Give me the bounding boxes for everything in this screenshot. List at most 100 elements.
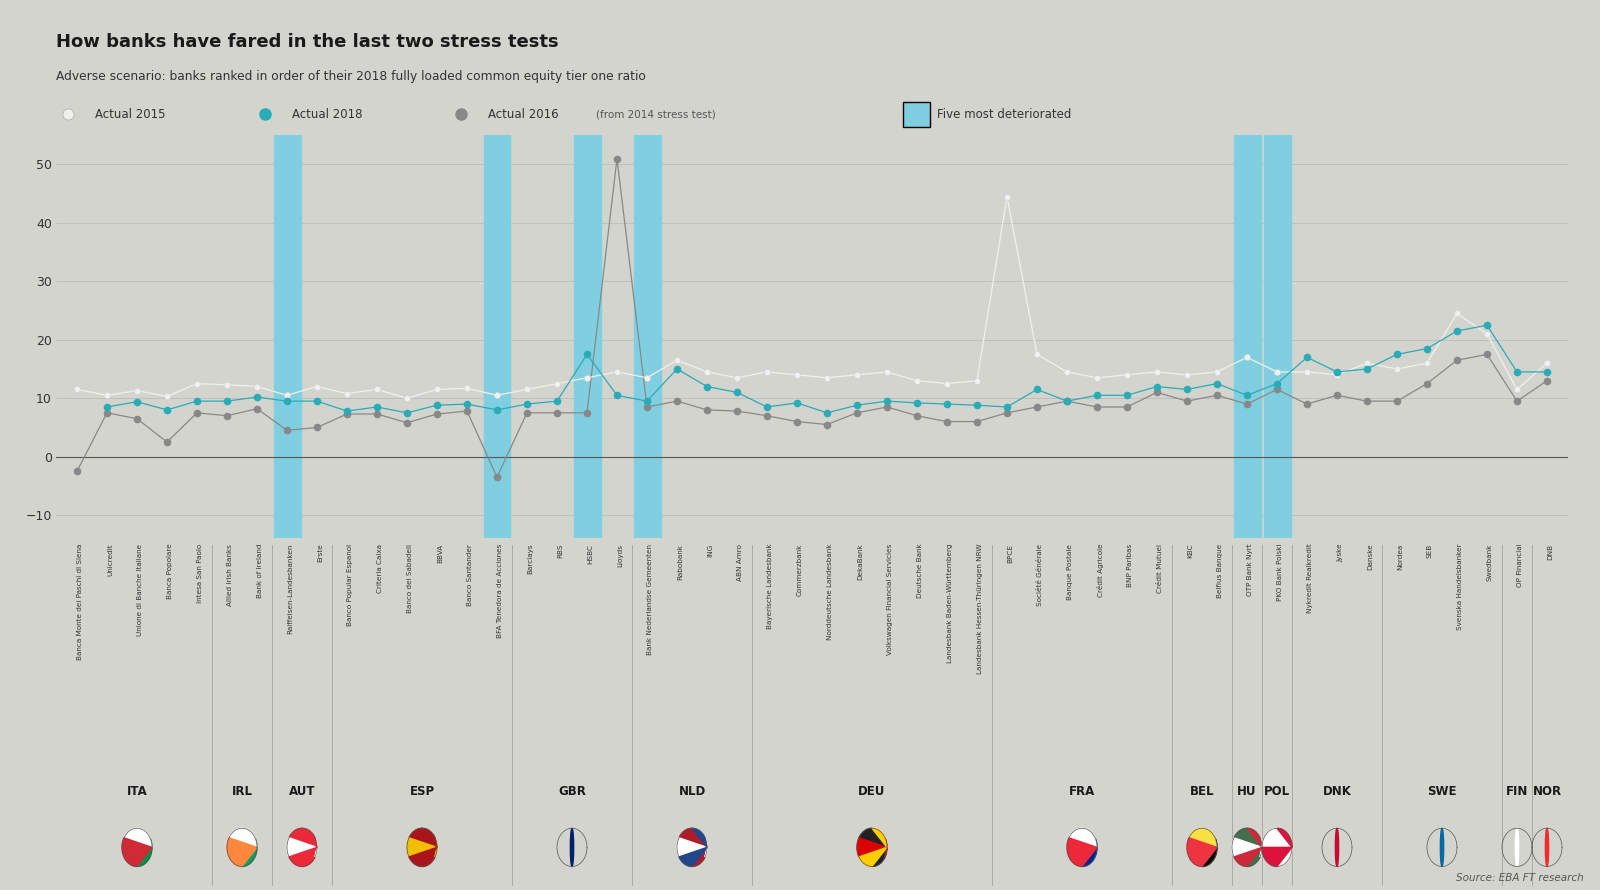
FancyBboxPatch shape <box>902 102 930 127</box>
Text: Actual 2015: Actual 2015 <box>96 108 166 121</box>
Polygon shape <box>859 847 886 867</box>
Text: Unione di Banche Italiane: Unione di Banche Italiane <box>138 544 142 635</box>
Polygon shape <box>1277 847 1293 867</box>
Polygon shape <box>125 829 152 847</box>
Text: Source: EBA FT research: Source: EBA FT research <box>1456 872 1584 883</box>
Polygon shape <box>286 837 317 857</box>
Polygon shape <box>435 837 437 857</box>
Polygon shape <box>859 829 886 847</box>
Text: HSBC: HSBC <box>587 544 594 563</box>
Polygon shape <box>422 829 437 847</box>
Text: Criteria Caixa: Criteria Caixa <box>378 544 382 593</box>
Bar <box>634 135 661 538</box>
Circle shape <box>1515 829 1518 867</box>
Text: Jyske: Jyske <box>1338 544 1342 562</box>
Bar <box>573 135 600 538</box>
Text: ITA: ITA <box>126 785 147 798</box>
Polygon shape <box>1187 837 1218 867</box>
Polygon shape <box>1234 847 1262 867</box>
Polygon shape <box>315 837 317 857</box>
Bar <box>1264 135 1291 538</box>
Text: Unicredit: Unicredit <box>107 544 114 577</box>
Text: Intesa San Paolo: Intesa San Paolo <box>197 544 203 603</box>
Polygon shape <box>1246 829 1262 847</box>
Polygon shape <box>885 837 886 857</box>
Polygon shape <box>691 847 707 867</box>
Text: KBC: KBC <box>1187 544 1194 558</box>
Bar <box>1234 135 1261 538</box>
Polygon shape <box>1232 837 1262 857</box>
Text: Deutsche Bank: Deutsche Bank <box>917 544 923 598</box>
Polygon shape <box>1262 829 1293 847</box>
Text: IRL: IRL <box>232 785 253 798</box>
Polygon shape <box>229 829 258 847</box>
Polygon shape <box>406 837 437 857</box>
Text: Raiffeisen-Landesbanken: Raiffeisen-Landesbanken <box>286 544 293 634</box>
Text: DekaBank: DekaBank <box>858 544 862 580</box>
Text: Banca Monte dei Paschi di Siena: Banca Monte dei Paschi di Siena <box>77 544 83 660</box>
Polygon shape <box>1246 847 1262 867</box>
Polygon shape <box>122 837 152 867</box>
Text: BBVA: BBVA <box>437 544 443 562</box>
Text: ESP: ESP <box>410 785 435 798</box>
Text: Actual 2018: Actual 2018 <box>291 108 362 121</box>
Text: Adverse scenario: banks ranked in order of their 2018 fully loaded common equity: Adverse scenario: banks ranked in order … <box>56 70 646 84</box>
Text: Norddeutsche Landesbank: Norddeutsche Landesbank <box>827 544 834 640</box>
Circle shape <box>570 829 574 867</box>
Text: SWE: SWE <box>1427 785 1456 798</box>
Text: OTP Bank Nyrt: OTP Bank Nyrt <box>1246 544 1253 596</box>
Text: Volkswagen Financial Servicies: Volkswagen Financial Servicies <box>886 544 893 655</box>
Polygon shape <box>302 847 317 867</box>
Text: NLD: NLD <box>678 785 706 798</box>
Polygon shape <box>691 829 707 847</box>
Text: DEU: DEU <box>858 785 886 798</box>
Text: Barclays: Barclays <box>526 544 533 574</box>
Text: Banco Santander: Banco Santander <box>467 544 474 605</box>
Polygon shape <box>1069 829 1098 847</box>
Text: Crédit Mutuel: Crédit Mutuel <box>1157 544 1163 593</box>
Text: Banque Postale: Banque Postale <box>1067 544 1074 600</box>
Text: (from 2014 stress test): (from 2014 stress test) <box>595 109 715 119</box>
Polygon shape <box>872 829 886 847</box>
Text: AUT: AUT <box>288 785 315 798</box>
Text: PKO Bank Polski: PKO Bank Polski <box>1277 544 1283 601</box>
Bar <box>274 135 301 538</box>
Text: Erste: Erste <box>317 544 323 562</box>
Text: ABN Amro: ABN Amro <box>738 544 742 580</box>
Text: Nordea: Nordea <box>1397 544 1403 570</box>
Text: Nykredit Realkredit: Nykredit Realkredit <box>1307 544 1314 613</box>
Text: Banco dei Sabadell: Banco dei Sabadell <box>406 544 413 612</box>
Text: Banco Popular Espanol: Banco Popular Espanol <box>347 544 354 626</box>
Polygon shape <box>678 829 707 847</box>
Polygon shape <box>858 837 886 857</box>
Text: Actual 2016: Actual 2016 <box>488 108 558 121</box>
Text: Bank Nederlandse Gemeenten: Bank Nederlandse Gemeenten <box>646 544 653 655</box>
Text: POL: POL <box>1264 785 1290 798</box>
Polygon shape <box>227 837 258 867</box>
Polygon shape <box>1259 837 1262 857</box>
Text: Allied Irish Banks: Allied Irish Banks <box>227 544 234 605</box>
Text: Five most deteriorated: Five most deteriorated <box>938 108 1072 121</box>
Text: BPCE: BPCE <box>1006 544 1013 562</box>
Text: Bayerische Landesbank: Bayerische Landesbank <box>766 544 773 629</box>
Text: Swedbank: Swedbank <box>1486 544 1493 581</box>
Text: DNK: DNK <box>1323 785 1352 798</box>
Circle shape <box>1440 829 1443 867</box>
Polygon shape <box>1277 829 1293 847</box>
Polygon shape <box>138 837 152 867</box>
Polygon shape <box>410 829 437 847</box>
Text: BFA Tenedora de Acciones: BFA Tenedora de Acciones <box>498 544 502 638</box>
Text: Bank of Ireland: Bank of Ireland <box>258 544 262 598</box>
Polygon shape <box>678 847 707 867</box>
Text: Belfius Banque: Belfius Banque <box>1218 544 1222 598</box>
Polygon shape <box>290 847 317 867</box>
Text: ING: ING <box>707 544 714 557</box>
Text: FRA: FRA <box>1069 785 1094 798</box>
Text: RBS: RBS <box>557 544 563 558</box>
Text: Danske: Danske <box>1366 544 1373 570</box>
Text: HU: HU <box>1237 785 1256 798</box>
Text: NOR: NOR <box>1533 785 1562 798</box>
Polygon shape <box>1067 837 1098 867</box>
Polygon shape <box>1202 837 1218 867</box>
Text: Crédit Agricole: Crédit Agricole <box>1098 544 1104 597</box>
